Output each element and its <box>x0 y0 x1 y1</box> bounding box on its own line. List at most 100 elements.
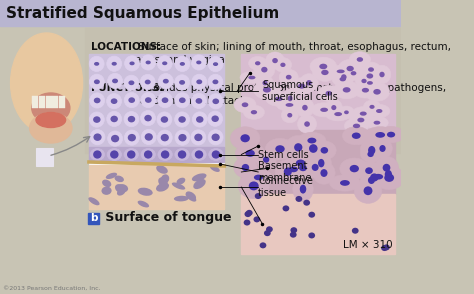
Ellipse shape <box>107 56 122 71</box>
Ellipse shape <box>357 118 365 122</box>
Ellipse shape <box>246 150 255 157</box>
Text: b: b <box>90 213 97 223</box>
Ellipse shape <box>370 173 379 181</box>
Ellipse shape <box>192 112 207 127</box>
Ellipse shape <box>350 165 359 172</box>
Ellipse shape <box>145 97 152 103</box>
Ellipse shape <box>90 112 104 127</box>
Text: LOCATIONS:: LOCATIONS: <box>91 42 162 52</box>
Ellipse shape <box>140 74 155 90</box>
Ellipse shape <box>355 74 373 88</box>
Ellipse shape <box>296 98 314 117</box>
Ellipse shape <box>287 113 292 118</box>
Ellipse shape <box>353 124 360 128</box>
Ellipse shape <box>186 191 196 200</box>
Ellipse shape <box>312 164 319 171</box>
Ellipse shape <box>366 74 373 78</box>
Ellipse shape <box>367 151 374 157</box>
Ellipse shape <box>357 57 363 62</box>
Ellipse shape <box>254 216 260 222</box>
Ellipse shape <box>158 148 173 161</box>
Ellipse shape <box>334 112 342 116</box>
Ellipse shape <box>191 93 206 108</box>
Ellipse shape <box>144 115 152 121</box>
Ellipse shape <box>312 64 337 81</box>
Ellipse shape <box>300 185 306 193</box>
Ellipse shape <box>286 153 315 173</box>
Ellipse shape <box>191 130 206 145</box>
Ellipse shape <box>283 206 289 211</box>
Ellipse shape <box>272 58 278 63</box>
Ellipse shape <box>242 102 248 107</box>
Ellipse shape <box>358 67 381 85</box>
Ellipse shape <box>137 201 149 208</box>
Ellipse shape <box>263 156 269 163</box>
Ellipse shape <box>208 111 223 126</box>
Bar <box>53 96 58 108</box>
Ellipse shape <box>275 160 301 184</box>
Ellipse shape <box>352 228 359 234</box>
Ellipse shape <box>331 105 337 110</box>
Ellipse shape <box>374 156 399 179</box>
Ellipse shape <box>192 148 206 161</box>
Ellipse shape <box>178 134 187 141</box>
Ellipse shape <box>280 161 308 178</box>
Ellipse shape <box>260 242 266 248</box>
Ellipse shape <box>357 161 381 180</box>
Ellipse shape <box>361 146 381 162</box>
Bar <box>241 54 395 254</box>
Ellipse shape <box>243 105 264 119</box>
Ellipse shape <box>361 79 367 83</box>
Ellipse shape <box>30 113 72 143</box>
Ellipse shape <box>128 81 135 85</box>
Ellipse shape <box>306 80 312 86</box>
Ellipse shape <box>141 148 155 161</box>
Ellipse shape <box>106 173 117 179</box>
Ellipse shape <box>307 138 316 143</box>
Ellipse shape <box>111 98 118 104</box>
Ellipse shape <box>210 165 220 172</box>
Ellipse shape <box>90 130 105 145</box>
Text: Basement
membrane: Basement membrane <box>258 161 312 183</box>
Ellipse shape <box>93 116 100 123</box>
Bar <box>241 54 395 130</box>
Ellipse shape <box>162 61 167 65</box>
Ellipse shape <box>266 92 292 106</box>
Text: Stem cells: Stem cells <box>258 150 309 160</box>
Ellipse shape <box>185 193 196 202</box>
Ellipse shape <box>124 75 139 91</box>
Ellipse shape <box>318 159 324 167</box>
Ellipse shape <box>384 174 394 182</box>
Ellipse shape <box>276 99 302 111</box>
Ellipse shape <box>208 56 223 72</box>
Ellipse shape <box>354 178 382 203</box>
Ellipse shape <box>311 103 337 117</box>
Ellipse shape <box>360 111 367 116</box>
Ellipse shape <box>10 33 82 133</box>
Ellipse shape <box>266 226 273 232</box>
Ellipse shape <box>90 148 105 161</box>
Ellipse shape <box>361 62 381 77</box>
Ellipse shape <box>286 75 292 79</box>
Ellipse shape <box>343 87 351 93</box>
Ellipse shape <box>141 92 156 108</box>
Ellipse shape <box>325 99 342 116</box>
Ellipse shape <box>352 107 375 121</box>
Ellipse shape <box>387 132 395 138</box>
Ellipse shape <box>175 130 190 145</box>
Ellipse shape <box>344 66 363 80</box>
Ellipse shape <box>265 138 295 159</box>
Ellipse shape <box>196 116 203 123</box>
Ellipse shape <box>145 133 153 141</box>
Ellipse shape <box>110 150 118 159</box>
Ellipse shape <box>193 179 206 189</box>
Ellipse shape <box>376 109 383 113</box>
Ellipse shape <box>196 98 202 104</box>
Ellipse shape <box>367 81 373 85</box>
Ellipse shape <box>289 78 314 95</box>
Ellipse shape <box>254 175 263 180</box>
Ellipse shape <box>369 105 374 109</box>
Ellipse shape <box>321 70 328 75</box>
Bar <box>36 148 54 166</box>
Ellipse shape <box>377 162 400 187</box>
